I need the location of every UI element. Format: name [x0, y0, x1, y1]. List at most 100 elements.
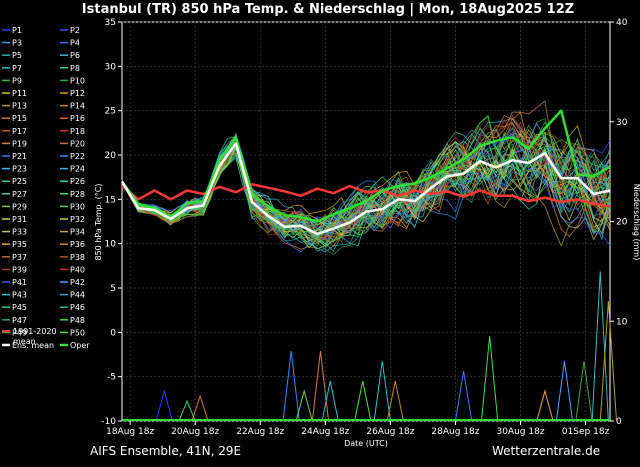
legend-label: P6: [70, 51, 80, 60]
x-tick-label: 22Aug 18z: [236, 427, 284, 437]
y-axis-ticks: 35 30 25 20 15 10 5 0 -5 -10: [101, 18, 122, 427]
legend-label: P37: [12, 253, 27, 262]
x-tick-label: 20Aug 18z: [171, 427, 219, 437]
precip-spike: [373, 361, 391, 422]
footer-site-name: Wetterzentrale.de: [492, 444, 600, 458]
legend-label: P28: [70, 190, 85, 199]
legend-label: P25: [12, 177, 27, 186]
y-tick-label: -5: [107, 373, 116, 383]
legend-label: P38: [70, 253, 85, 262]
x-tick-label: 28Aug 18z: [431, 427, 479, 437]
legend-label: P45: [12, 303, 27, 312]
legend-label: P24: [70, 165, 85, 174]
legend-label: P18: [70, 127, 85, 136]
x-tick-label: 30Aug 18z: [496, 427, 544, 437]
legend-label: P34: [70, 228, 85, 237]
y-tick-label: 15: [105, 195, 116, 205]
precip-spike: [282, 351, 300, 422]
precip-spike: [591, 271, 609, 422]
legend-label: P1: [12, 26, 22, 35]
precip-spike: [178, 399, 196, 422]
climate-legend-label-line1: 1991-2020: [13, 327, 57, 336]
legend-label: P20: [70, 139, 85, 148]
legend-label: P19: [12, 139, 27, 148]
y2-axis-ticks: 40 30 20 10 0: [610, 18, 628, 427]
precip-spike: [191, 394, 209, 422]
chart-title: Istanbul (TR) 850 hPa Temp. & Niederschl…: [82, 2, 574, 17]
y-tick-label: 35: [105, 18, 116, 28]
legend-label: P29: [12, 202, 27, 211]
legend-label: P4: [70, 39, 80, 48]
climate-legend: 1991-2020 mean: [2, 327, 57, 346]
legend-label-extra: Ens. mean: [12, 341, 54, 350]
legend-label: P36: [70, 240, 85, 249]
y-axis-label: 850 hPa Temp. (°C): [94, 183, 103, 260]
precip-spike: [155, 389, 173, 422]
precip-spike: [311, 351, 330, 422]
legend-label: P23: [12, 165, 27, 174]
precip-spike: [321, 381, 339, 422]
series-line-ens-mean: [120, 142, 611, 236]
footer-model-info: AIFS Ensemble, 41N, 29E: [90, 444, 241, 458]
legend-label: P27: [12, 190, 27, 199]
series-line-1991-2020-mean: [121, 183, 611, 208]
legend-label: P49: [12, 328, 27, 337]
x-tick-label: 18Aug 18z: [106, 427, 154, 437]
x-axis-label: Date (UTC): [344, 439, 388, 448]
legend-label: P3: [12, 39, 22, 48]
legend-label: P40: [70, 265, 85, 274]
legend-label: P10: [70, 76, 85, 85]
y-tick-label: 5: [110, 284, 116, 294]
main-series: [120, 109, 611, 236]
precip-spike: [295, 389, 313, 422]
y-tick-label: 30: [105, 62, 117, 72]
legend-label: P43: [12, 291, 27, 300]
x-axis-ticks: 18Aug 18z 20Aug 18z 22Aug 18z 24Aug 18z 26Au…: [106, 421, 610, 437]
ensemble-member-line: [121, 127, 611, 238]
y2-axis-label: Niederschlag (mm): [632, 184, 640, 261]
x-tick-label: 01Sep 18z: [562, 427, 610, 437]
legend-label: P26: [70, 177, 85, 186]
legend-label: P14: [70, 102, 85, 111]
legend-label: P31: [12, 215, 27, 224]
legend-label: P5: [12, 51, 22, 60]
legend-label: P41: [12, 278, 27, 287]
legend-label: P17: [12, 127, 27, 136]
y2-tick-label: 20: [616, 218, 628, 228]
legend-label: P35: [12, 240, 27, 249]
precip-spike: [536, 389, 554, 422]
legend-label: P22: [70, 152, 85, 161]
y2-tick-label: 10: [616, 317, 628, 327]
legend-label: P16: [70, 114, 85, 123]
legend-label: P15: [12, 114, 27, 123]
precip-spike: [386, 381, 404, 422]
y2-tick-label: 30: [616, 118, 628, 128]
precip-spike: [354, 381, 372, 422]
y2-tick-label: 40: [616, 18, 628, 28]
legend-label: P39: [12, 265, 27, 274]
legend-label: P13: [12, 102, 27, 111]
precipitation-layer: [122, 271, 618, 422]
legend-label: P42: [70, 278, 85, 287]
precip-spike: [555, 361, 574, 422]
y-tick-label: -10: [101, 417, 116, 427]
y-tick-label: 10: [105, 240, 117, 250]
legend-label: P30: [70, 202, 85, 211]
legend-label: P33: [12, 228, 27, 237]
ensemble-member-line: [121, 135, 611, 238]
legend-label: P8: [70, 64, 80, 73]
legend-label: P2: [70, 26, 80, 35]
x-tick-label: 24Aug 18z: [301, 427, 349, 437]
precip-spike: [575, 361, 593, 422]
series-line-oper: [120, 109, 611, 223]
y-tick-label: 20: [105, 151, 117, 161]
legend: P1 P2 P3 P4 P5 P6 P7 P8 P9 P10 P11 P12 P13 P14 P15 P16 P…: [2, 26, 90, 350]
legend-label: P50: [70, 328, 85, 337]
precip-spike: [599, 301, 618, 422]
legend-label: P47: [12, 316, 27, 325]
legend-label: P44: [70, 291, 85, 300]
legend-label: P7: [12, 64, 22, 73]
precip-spike: [454, 371, 473, 422]
